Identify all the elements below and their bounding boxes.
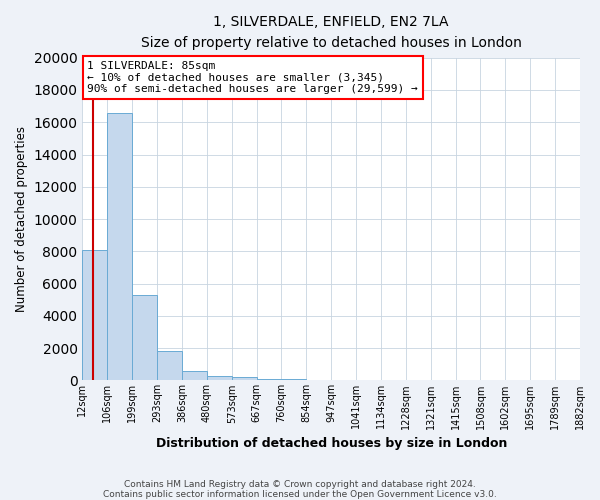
Bar <box>182 370 207 380</box>
Bar <box>257 379 281 380</box>
Bar <box>207 376 232 380</box>
Text: Contains HM Land Registry data © Crown copyright and database right 2024.: Contains HM Land Registry data © Crown c… <box>124 480 476 489</box>
Title: 1, SILVERDALE, ENFIELD, EN2 7LA
Size of property relative to detached houses in : 1, SILVERDALE, ENFIELD, EN2 7LA Size of … <box>141 15 521 50</box>
Bar <box>82 250 107 380</box>
Text: 1 SILVERDALE: 85sqm
← 10% of detached houses are smaller (3,345)
90% of semi-det: 1 SILVERDALE: 85sqm ← 10% of detached ho… <box>88 61 418 94</box>
Bar <box>132 295 157 380</box>
Bar <box>107 112 132 380</box>
X-axis label: Distribution of detached houses by size in London: Distribution of detached houses by size … <box>155 437 507 450</box>
Y-axis label: Number of detached properties: Number of detached properties <box>15 126 28 312</box>
Bar <box>232 377 257 380</box>
Text: Contains public sector information licensed under the Open Government Licence v3: Contains public sector information licen… <box>103 490 497 499</box>
Bar <box>281 379 307 380</box>
Bar <box>157 352 182 380</box>
